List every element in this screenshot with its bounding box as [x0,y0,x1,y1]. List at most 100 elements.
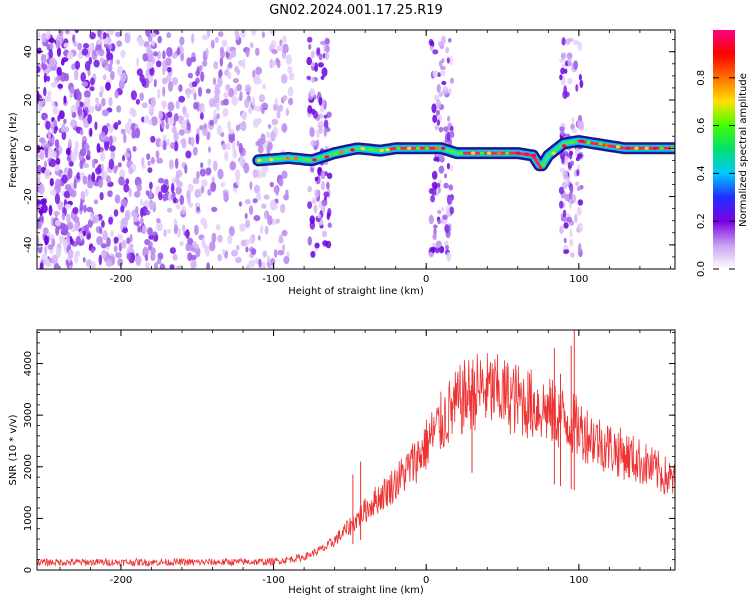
burst-speckle [314,62,319,72]
noise-speckle [101,97,106,107]
noise-speckle [70,119,78,128]
burst-speckle [433,224,438,229]
burst-speckle [576,206,582,216]
noise-speckle [99,226,103,235]
noise-speckle [117,258,124,267]
noise-speckle [173,218,178,226]
noise-speckle [46,75,51,82]
burst-speckle [571,194,577,204]
burst-speckle [437,209,442,215]
noise-speckle [86,206,93,213]
burst-speckle [445,46,450,54]
colorbar-ticks: 0.0 0.2 0.4 0.6 0.8 [696,70,735,277]
noise-speckle [252,69,256,78]
noise-speckle [53,210,61,217]
signal-blob [285,156,290,160]
noise-speckle [44,245,48,256]
noise-speckle [55,219,62,227]
noise-speckle [67,248,74,260]
noise-speckle [228,87,235,98]
noise-speckle [173,131,179,142]
noise-speckle [210,181,217,192]
noise-speckle [120,49,126,58]
noise-speckle [91,49,98,61]
noise-speckle [276,59,281,69]
noise-speckle [113,236,119,244]
noise-speckle [116,59,120,65]
noise-speckle [195,133,200,145]
noise-speckle [238,142,243,154]
signal-blob [524,152,529,156]
noise-speckle [166,32,172,39]
noise-speckle [221,39,228,48]
noise-speckle [79,148,87,157]
noise-speckle [169,264,175,269]
noise-speckle [208,98,215,108]
noise-speckle [280,203,286,214]
noise-speckle [85,224,89,234]
noise-speckle [151,40,155,47]
noise-speckle [195,69,200,77]
noise-speckle [39,262,44,269]
noise-speckle [89,86,95,92]
burst-speckle [559,74,563,81]
burst-speckle [325,44,330,53]
burst-speckle [431,170,438,180]
burst-speckle [563,237,567,244]
noise-speckle [262,250,267,258]
burst-speckle [449,77,454,84]
noise-speckle [235,124,240,132]
noise-speckle [149,241,153,248]
snr-x-axis-label: Height of straight line (km) [288,585,424,596]
noise-speckle [184,88,192,96]
noise-speckle [218,31,224,37]
noise-speckle [215,36,219,43]
noise-speckle [219,56,224,67]
noise-speckle [288,97,294,106]
noise-speckle [167,66,172,73]
noise-speckle [199,125,204,131]
burst-speckle [560,130,565,136]
noise-speckle [251,248,257,256]
burst-speckle [449,131,455,138]
signal-blob [324,155,330,159]
burst-speckle [449,56,453,66]
burst-speckle [562,170,568,180]
noise-speckle [192,177,200,185]
noise-speckle [141,116,145,123]
noise-speckle [249,205,254,215]
noise-speckle [170,183,175,194]
burst-speckle [573,39,579,46]
noise-speckle [96,98,100,107]
noise-speckle [159,140,164,147]
noise-speckle [74,220,80,232]
signal-blob [496,151,502,155]
noise-speckle [244,213,248,219]
noise-speckle [148,234,154,240]
noise-speckle [63,238,68,250]
noise-speckle [157,252,164,260]
noise-speckle [158,110,164,120]
burst-speckle [430,195,435,203]
noise-speckle [90,77,95,86]
burst-speckle [575,84,579,92]
noise-speckle [217,253,223,262]
noise-speckle [231,249,238,257]
noise-speckle [192,241,197,248]
noise-speckle [54,164,60,172]
burst-speckle [559,225,564,234]
noise-speckle [166,138,170,146]
noise-speckle [110,151,116,160]
burst-speckle [443,240,449,246]
noise-speckle [269,181,274,188]
noise-speckle [47,90,52,97]
noise-speckle [227,72,232,80]
noise-speckle [109,145,116,152]
noise-speckle [270,131,276,142]
noise-speckle [211,232,217,244]
noise-speckle [144,239,151,246]
noise-speckle [138,38,145,47]
noise-speckle [213,160,218,172]
burst-speckle [318,125,323,134]
noise-speckle [55,157,61,165]
